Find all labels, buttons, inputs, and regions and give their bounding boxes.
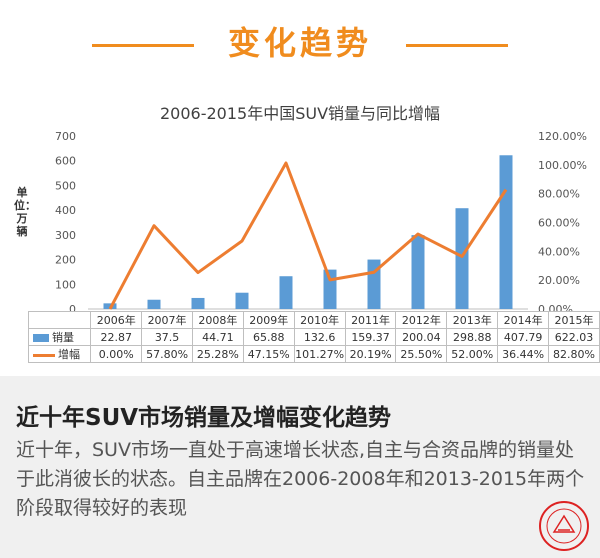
table-cell: 407.79 xyxy=(497,328,550,346)
table-cell: 82.80% xyxy=(548,345,600,363)
article-box: 近十年SUV市场销量及增幅变化趋势 近十年，SUV市场一直处于高速增长状态,自主… xyxy=(0,376,600,558)
bar xyxy=(323,269,337,309)
y-right-tick-label: 0.00% xyxy=(538,303,573,312)
data-table: 2006年 2007年 2008年 2009年 2010年 2011年 2012… xyxy=(27,311,600,363)
banner: 变化趋势 xyxy=(0,0,600,90)
y-left-tick-label: 0 xyxy=(69,303,76,312)
chart: 0 100 200 300 400 500 600 700 0.00% 20.00% 40.00% 6… xyxy=(55,130,587,312)
table-cell: 622.03 xyxy=(548,328,600,346)
y-left-tick-label: 400 xyxy=(55,204,76,217)
bar xyxy=(191,297,205,309)
y-left-tick-label: 100 xyxy=(55,278,76,291)
article-paragraph: 近十年，SUV市场一直处于高速增长状态,自主与合资品牌的销量处于此消彼长的状态。… xyxy=(16,439,585,519)
growth-line xyxy=(108,161,508,310)
table-category: 2007年 xyxy=(141,311,193,329)
table-cell: 44.71 xyxy=(191,328,244,346)
bar xyxy=(147,299,161,309)
university-seal-logo xyxy=(539,501,589,551)
table-cell: 22.87 xyxy=(90,328,143,346)
table-cell: 25.28% xyxy=(191,345,244,363)
bar xyxy=(279,276,293,309)
article-heading: 近十年SUV市场销量及增幅变化趋势 xyxy=(16,405,392,431)
table-category: 2011年 xyxy=(344,311,397,329)
legend-line-swatch xyxy=(33,353,55,357)
y-right-tick-label: 40.00% xyxy=(538,245,580,258)
banner-title: 变化趋势 xyxy=(227,24,372,62)
y-left-tick-label: 700 xyxy=(55,130,76,143)
table-category: 2012年 xyxy=(395,311,448,329)
y-left-tick-label: 300 xyxy=(55,229,76,242)
y-left-tick-label: 500 xyxy=(55,179,76,192)
y-right-tick-label: 100.00% xyxy=(538,159,587,172)
table-cell: 132.6 xyxy=(293,328,346,346)
table-row-sales: 销量 22.87 37.5 44.71 65.88 132.6 159.37 2… xyxy=(27,328,600,346)
legend-growth: 增幅 xyxy=(27,345,92,363)
bar xyxy=(235,292,249,309)
table-category: 2006年 xyxy=(90,311,143,329)
bar xyxy=(411,235,425,309)
table-category: 2010年 xyxy=(293,311,346,329)
y-right-tick-label: 120.00% xyxy=(538,130,587,143)
bar xyxy=(455,208,469,309)
legend-bar-swatch xyxy=(33,334,49,342)
y-left-tick-label: 200 xyxy=(55,254,76,267)
chart-title: 2006-2015年中国SUV销量与同比增幅 xyxy=(159,104,441,123)
legend-sales: 销量 xyxy=(27,328,92,346)
y-right-tick-label: 80.00% xyxy=(538,188,580,201)
table-cell: 159.37 xyxy=(344,328,397,346)
table-cell: 200.04 xyxy=(395,328,448,346)
y-left-tick-label: 600 xyxy=(55,155,76,168)
table-cell: 20.19% xyxy=(344,345,397,363)
table-cell: 47.15% xyxy=(242,345,295,363)
table-cell: 36.44% xyxy=(497,345,550,363)
table-cell: 298.88 xyxy=(446,328,499,346)
legend-sales-label: 销量 xyxy=(52,331,74,344)
table-cell: 101.27% xyxy=(293,345,346,363)
table-cell: 52.00% xyxy=(446,345,499,363)
table-corner xyxy=(27,311,92,329)
table-cell: 25.50% xyxy=(395,345,448,363)
table-row-growth: 增幅 0.00% 57.80% 25.28% 47.15% 101.27% 20… xyxy=(27,345,600,363)
table-cell: 65.88 xyxy=(242,328,295,346)
banner-right-rule xyxy=(406,44,508,47)
bar xyxy=(499,155,513,309)
table-category: 2013年 xyxy=(446,311,499,329)
table-category: 2009年 xyxy=(242,311,295,329)
table-category: 2008年 xyxy=(191,311,244,329)
table-cell: 0.00% xyxy=(90,345,143,363)
legend-growth-label: 增幅 xyxy=(58,348,80,361)
table-cell: 37.5 xyxy=(141,328,193,346)
table-cell: 57.80% xyxy=(141,345,193,363)
table-category: 2014年 xyxy=(497,311,550,329)
table-category: 2015年 xyxy=(548,311,600,329)
table-header-row: 2006年 2007年 2008年 2009年 2010年 2011年 2012… xyxy=(27,311,600,329)
banner-left-rule xyxy=(92,44,194,47)
y-right-tick-label: 20.00% xyxy=(538,274,580,287)
y-right-tick-label: 60.00% xyxy=(538,217,580,230)
